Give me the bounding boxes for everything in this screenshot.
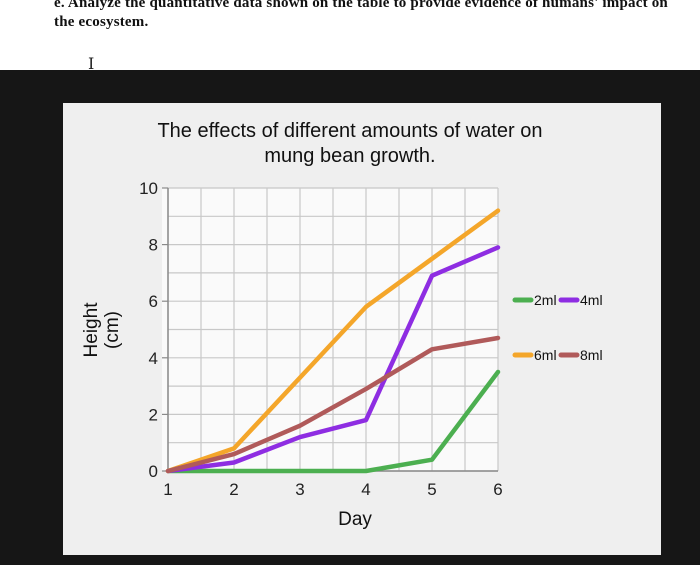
worksheet-page: e. Analyze the quantitative data shown o… [0,0,700,73]
axis-ticks: 1 2 3 4 5 6 0 2 4 6 8 10 [139,179,503,499]
legend-label-6ml: 6ml [534,347,557,363]
x-axis-label: Day [338,509,372,530]
question-line-1: e. Analyze the quantitative data shown o… [54,0,668,11]
text-cursor-icon: I [88,54,95,73]
y-axis-label-line-2: (cm) [102,311,123,349]
series-lines [165,208,501,474]
legend: 2ml 4ml 6ml 8ml [512,292,603,363]
y-tick-label: 10 [139,179,158,198]
x-tick-label: 4 [361,480,370,499]
legend-label-2ml: 2ml [534,292,557,308]
y-tick-label: 0 [149,462,158,481]
series-line-4ml [165,245,501,474]
chart-title-line-2: mung bean growth. [264,145,435,167]
question-line-2: the ecosystem. [54,14,149,30]
legend-label-4ml: 4ml [580,292,603,308]
x-tick-label: 2 [229,480,238,499]
question-text: e. Analyze the quantitative data shown o… [54,0,674,32]
series-line-6ml [165,208,501,474]
x-tick-label: 6 [493,480,502,499]
series-line-8ml [165,335,501,474]
x-tick-label: 5 [427,480,436,499]
legend-label-8ml: 8ml [580,347,603,363]
y-tick-label: 4 [149,349,158,368]
chart-title-line-1: The effects of different amounts of wate… [157,120,542,142]
y-axis-label-line-1: Height [81,302,102,358]
y-tick-label: 8 [149,236,158,255]
y-tick-label: 6 [149,292,158,311]
y-tick-label: 2 [149,405,158,424]
series-line-2ml [165,369,501,474]
x-tick-label: 1 [163,480,172,499]
x-tick-label: 3 [295,480,304,499]
